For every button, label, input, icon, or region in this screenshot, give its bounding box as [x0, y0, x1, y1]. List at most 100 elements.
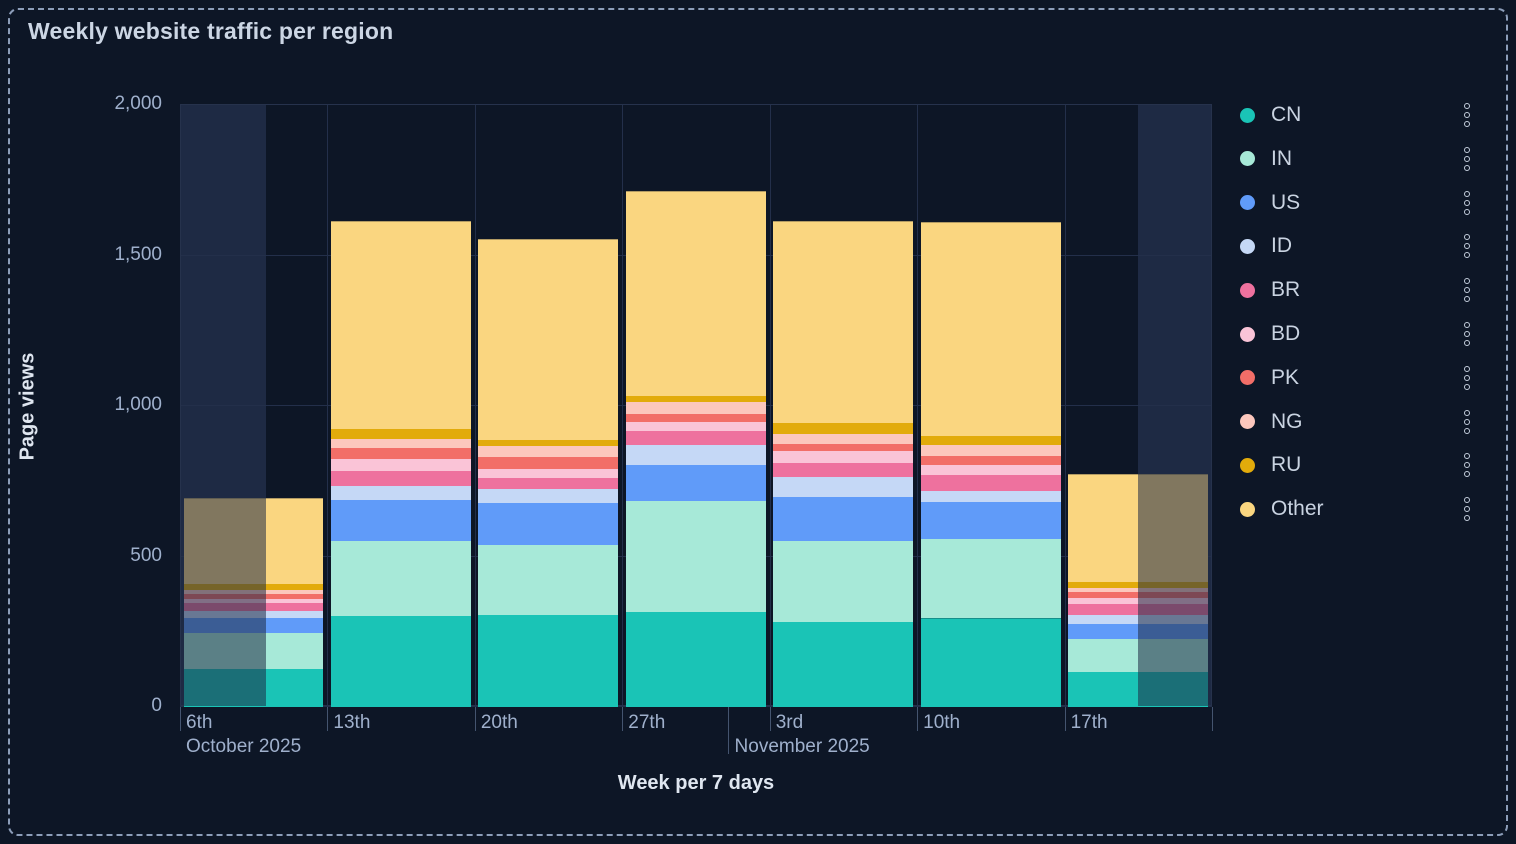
x-axis-tick [327, 707, 329, 731]
legend-item-ru[interactable]: RU [1240, 448, 1480, 482]
x-axis-tick [769, 707, 771, 731]
bar-segment-other-week4[interactable] [773, 221, 914, 424]
legend-item-br[interactable]: BR [1240, 273, 1480, 307]
legend-label: US [1271, 190, 1301, 214]
month-separator-tick [727, 707, 729, 754]
bar-segment-br-week2[interactable] [478, 477, 619, 490]
bar-segment-other-week1[interactable] [330, 221, 471, 430]
legend-swatch-icon [1240, 107, 1255, 123]
bar-segment-cn-week2[interactable] [478, 613, 619, 707]
bar-segment-cn-week1[interactable] [330, 615, 471, 707]
bar-segment-ru-week4[interactable] [773, 422, 914, 434]
x-tick-label: 20th [480, 712, 518, 733]
bar-segment-pk-week2[interactable] [478, 456, 619, 470]
kebab-menu-icon[interactable] [1464, 146, 1470, 171]
x-gridline [917, 104, 919, 706]
bar-segment-cn-week5[interactable] [920, 617, 1061, 707]
kebab-menu-icon[interactable] [1464, 322, 1470, 346]
bar-segment-bd-week3[interactable] [625, 420, 766, 431]
x-tick-label: 6th [186, 712, 213, 733]
bar-segment-in-week1[interactable] [330, 540, 471, 617]
bar-segment-ru-week3[interactable] [625, 394, 766, 402]
bar-segment-pk-week3[interactable] [625, 412, 766, 422]
legend-swatch-icon [1240, 414, 1255, 430]
bar-segment-us-week2[interactable] [478, 501, 619, 545]
legend-label: NG [1271, 409, 1303, 433]
kebab-menu-icon[interactable] [1464, 103, 1470, 127]
x-tick-label: 17th [1070, 712, 1108, 733]
legend-item-ng[interactable]: NG [1240, 405, 1480, 439]
bar-segment-br-week4[interactable] [773, 461, 914, 478]
bar-segment-in-week4[interactable] [773, 539, 914, 623]
bar-segment-us-week1[interactable] [330, 499, 471, 542]
bar-segment-other-week3[interactable] [625, 191, 766, 396]
x-gridline [327, 104, 329, 706]
bar-segment-other-week5[interactable] [920, 221, 1061, 437]
x-gridline [1064, 104, 1066, 706]
bar-segment-ng-week5[interactable] [920, 444, 1061, 456]
bar-segment-pk-week1[interactable] [330, 447, 471, 460]
bar-segment-pk-week4[interactable] [773, 442, 914, 452]
legend-swatch-icon [1240, 195, 1255, 211]
x-axis-title: Week per 7 days [617, 772, 775, 794]
bar-segment-ru-week2[interactable] [478, 438, 619, 446]
bar-segment-in-week5[interactable] [920, 538, 1061, 619]
bar-segment-ng-week2[interactable] [478, 444, 619, 458]
bar-segment-bd-week5[interactable] [920, 464, 1061, 475]
month-label: November 2025 [734, 736, 870, 757]
bar-segment-ng-week3[interactable] [625, 400, 766, 414]
bar-segment-id-week3[interactable] [625, 444, 766, 465]
bar-segment-bd-week2[interactable] [478, 468, 619, 479]
bar-segment-br-week1[interactable] [330, 470, 471, 487]
bar-segment-us-week4[interactable] [773, 496, 914, 541]
bar-segment-other-week2[interactable] [478, 239, 619, 440]
bar-segment-ng-week4[interactable] [773, 432, 914, 444]
legend-item-bd[interactable]: BD [1240, 317, 1480, 351]
bar-segment-ru-week1[interactable] [330, 428, 471, 440]
legend-label: Other [1271, 497, 1324, 521]
bar-segment-bd-week4[interactable] [773, 450, 914, 463]
x-tick-label: 10th [923, 712, 961, 733]
bar-segment-pk-week5[interactable] [920, 454, 1061, 466]
bar-segment-id-week1[interactable] [330, 485, 471, 501]
legend-item-in[interactable]: IN [1240, 142, 1480, 176]
bar-segment-id-week2[interactable] [478, 488, 619, 503]
bar-segment-bd-week1[interactable] [330, 458, 471, 471]
faded-bar-overlay [183, 498, 266, 706]
bar-segment-id-week5[interactable] [920, 490, 1061, 503]
kebab-menu-icon[interactable] [1464, 190, 1470, 215]
kebab-menu-icon[interactable] [1464, 453, 1470, 478]
kebab-menu-icon[interactable] [1464, 234, 1470, 259]
kebab-menu-icon[interactable] [1464, 409, 1470, 434]
bar-segment-us-week3[interactable] [625, 463, 766, 502]
legend-item-other[interactable]: Other [1240, 492, 1480, 526]
bar-segment-ng-week1[interactable] [330, 438, 471, 449]
bar-segment-us-week5[interactable] [920, 501, 1061, 540]
bar-segment-cn-week4[interactable] [773, 621, 914, 707]
kebab-menu-icon[interactable] [1464, 278, 1470, 303]
x-axis-tick [1064, 707, 1066, 731]
y-tick-label: 1,000 [114, 394, 162, 415]
legend-item-us[interactable]: US [1240, 186, 1480, 220]
kebab-menu-icon[interactable] [1464, 365, 1470, 390]
kebab-menu-icon[interactable] [1464, 497, 1470, 522]
legend-item-id[interactable]: ID [1240, 229, 1480, 263]
legend-item-cn[interactable]: CN [1240, 98, 1480, 132]
legend-swatch-icon [1240, 282, 1255, 298]
bar-segment-in-week2[interactable] [478, 543, 619, 615]
legend-swatch-icon [1240, 326, 1255, 342]
bar-segment-cn-week3[interactable] [625, 610, 766, 707]
bar-segment-in-week3[interactable] [625, 500, 766, 612]
legend-item-pk[interactable]: PK [1240, 361, 1480, 395]
chart-title: Weekly website traffic per region [28, 18, 394, 44]
bar-segment-id-week4[interactable] [773, 476, 914, 498]
bar-segment-ru-week5[interactable] [920, 435, 1061, 446]
x-axis-tick [622, 707, 624, 731]
bar-segment-br-week3[interactable] [625, 429, 766, 446]
bar-segment-br-week5[interactable] [920, 473, 1061, 492]
x-tick-label: 27th [628, 712, 666, 733]
legend-label: BR [1271, 278, 1301, 302]
legend-swatch-icon [1240, 501, 1255, 517]
y-tick-label: 500 [130, 544, 162, 566]
